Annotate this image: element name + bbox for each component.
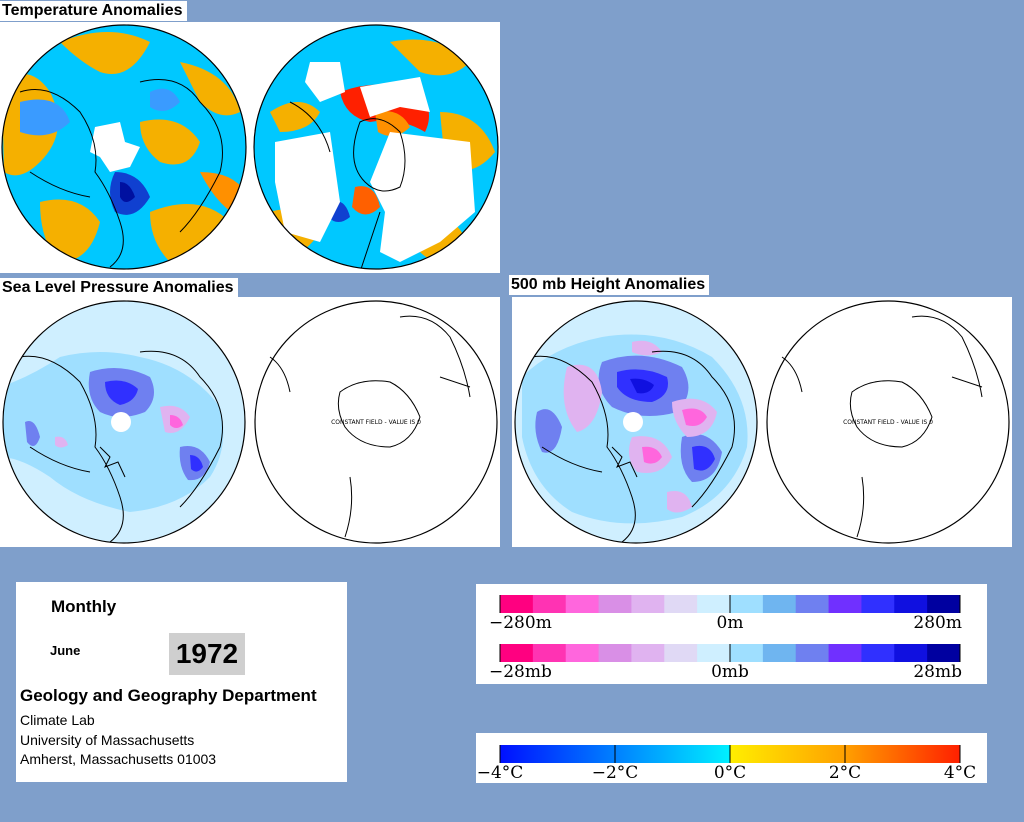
legend-swatch xyxy=(565,595,600,613)
height500-maps-panel: CONSTANT FIELD - VALUE IS 0 xyxy=(512,297,1012,547)
legend-swatch xyxy=(927,595,961,613)
temperature-anomalies-title: Temperature Anomalies xyxy=(0,1,187,21)
legend-swatch xyxy=(861,595,895,613)
legend-swatch xyxy=(631,595,665,613)
slp-anomalies-title: Sea Level Pressure Anomalies xyxy=(0,278,238,298)
info-box: Monthly June 1972 Geology and Geography … xyxy=(16,582,347,782)
legend-swatch xyxy=(795,644,830,662)
temperature-color-legend: −4°C −2°C 0°C 2°C 4°C xyxy=(476,733,987,783)
height-color-bar xyxy=(499,595,961,613)
height-legend-max: 280m xyxy=(913,613,962,633)
legend-swatch xyxy=(532,644,567,662)
temperature-maps xyxy=(1,24,499,270)
height500-anomalies-title: 500 mb Height Anomalies xyxy=(509,275,710,295)
height500-constant-field-note: CONSTANT FIELD - VALUE IS 0 xyxy=(843,419,933,426)
temperature-maps-panel xyxy=(0,22,500,273)
legend-swatch xyxy=(730,595,764,613)
slp-south-hemisphere-map: CONSTANT FIELD - VALUE IS 0 xyxy=(254,300,498,544)
legend-swatch xyxy=(762,595,797,613)
legend-swatch xyxy=(697,644,731,662)
legend-swatch xyxy=(598,644,632,662)
university-label: University of Massachusetts xyxy=(20,732,195,748)
temperature-tick-m2: −2°C xyxy=(592,763,639,783)
legend-swatch xyxy=(565,644,600,662)
legend-swatch xyxy=(861,644,895,662)
pressure-legend-max: 28mb xyxy=(913,662,962,682)
height500-south-hemisphere-map: CONSTANT FIELD - VALUE IS 0 xyxy=(766,300,1010,544)
height500-north-hemisphere-map xyxy=(515,301,757,543)
slp-maps: CONSTANT FIELD - VALUE IS 0 xyxy=(2,300,498,544)
lab-label: Climate Lab xyxy=(20,712,95,728)
legend-swatch xyxy=(631,644,665,662)
height-legend-mid: 0m xyxy=(717,613,744,633)
legend-swatch xyxy=(664,595,698,613)
legend-swatch xyxy=(664,644,698,662)
pressure-color-bar xyxy=(499,644,961,662)
legend-swatch xyxy=(598,595,632,613)
address-label: Amherst, Massachusetts 01003 xyxy=(20,751,217,767)
legend-swatch xyxy=(795,595,830,613)
legend-swatch xyxy=(500,644,534,662)
slp-maps-panel: CONSTANT FIELD - VALUE IS 0 xyxy=(0,297,500,547)
legend-swatch xyxy=(532,595,567,613)
slp-constant-field-note: CONSTANT FIELD - VALUE IS 0 xyxy=(331,419,421,426)
temperature-tick-m4: −4°C xyxy=(477,763,524,783)
legend-swatch xyxy=(828,595,862,613)
legend-swatch xyxy=(500,595,534,613)
pressure-legend-min: −28mb xyxy=(489,662,552,682)
frequency-label: Monthly xyxy=(51,597,117,616)
slp-north-hemisphere-map xyxy=(3,301,245,543)
legend-swatch xyxy=(894,644,928,662)
month-label: June xyxy=(50,643,81,658)
temperature-tick-4: 4°C xyxy=(944,763,976,783)
temperature-tick-0: 0°C xyxy=(714,763,746,783)
department-label: Geology and Geography Department xyxy=(20,686,317,705)
height500-maps: CONSTANT FIELD - VALUE IS 0 xyxy=(514,300,1010,544)
anomaly-color-legend: −280m 0m 280m −28mb 0mb 28mb xyxy=(476,584,987,684)
legend-swatch xyxy=(927,644,961,662)
temperature-tick-2: 2°C xyxy=(829,763,861,783)
legend-swatch xyxy=(730,644,764,662)
temperature-north-hemisphere-map xyxy=(2,25,246,269)
height-legend-min: −280m xyxy=(489,613,552,633)
temperature-south-hemisphere-map xyxy=(254,25,498,269)
year-label: 1972 xyxy=(169,633,245,675)
temperature-tick-marks xyxy=(499,745,961,763)
legend-swatch xyxy=(762,644,797,662)
legend-swatch xyxy=(828,644,862,662)
legend-swatch xyxy=(697,595,731,613)
pressure-legend-mid: 0mb xyxy=(711,662,749,682)
legend-swatch xyxy=(894,595,928,613)
